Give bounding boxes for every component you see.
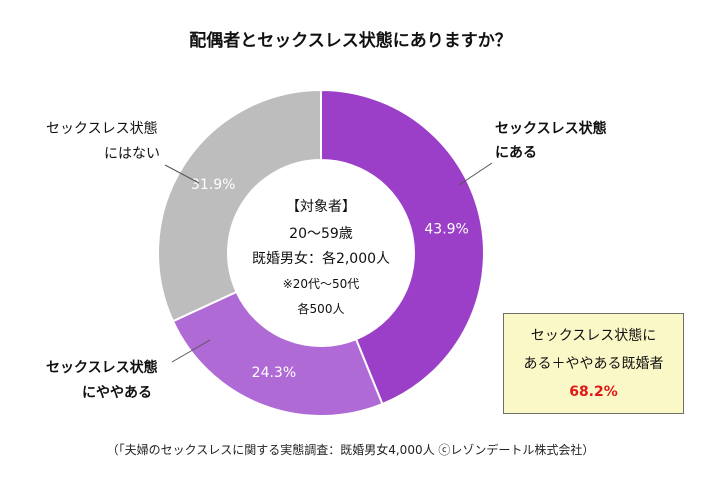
slice-category-label-2-line-1: セックスレス状態 xyxy=(46,359,158,376)
slice-category-label-1-line-2: にある xyxy=(495,145,537,161)
slice-value-label-2: 24.3% xyxy=(252,365,296,381)
callout-line-1: セックスレス状態に xyxy=(530,328,657,344)
slice-category-label-1-line-1: セックスレス状態 xyxy=(495,120,607,137)
slice-category-label-3-line-1: セックスレス状態 xyxy=(46,121,158,137)
slice-leader-line-2 xyxy=(171,339,211,363)
center-text-line-1: 【対象者】 xyxy=(286,199,356,215)
callout-line-2: ある＋ややある既婚者 xyxy=(523,356,664,372)
donut-slice-3 xyxy=(157,88,322,323)
chart-title: 配偶者とセックスレス状態にありますか？ xyxy=(189,31,512,51)
center-text-line-3: 既婚男女：各2,000人 xyxy=(252,250,390,267)
slice-category-label-3-line-2: にはない xyxy=(104,146,160,162)
summary-callout: セックスレス状態に ある＋ややある既婚者 68.2% xyxy=(503,313,684,414)
slice-leader-line-3 xyxy=(164,164,200,184)
center-text-line-5: 各500人 xyxy=(298,301,345,316)
donut-slice-2 xyxy=(171,290,384,417)
center-text-line-4: ※20代〜50代 xyxy=(283,277,360,291)
source-note: （「夫婦のセックスレスに関する実態調査：既婚男女4,000人 ⓒレゾンデートル株… xyxy=(106,443,595,457)
slice-value-label-1: 43.9% xyxy=(424,221,468,237)
callout-value: 68.2% xyxy=(569,384,618,400)
slice-leader-line-1 xyxy=(458,162,493,186)
slice-value-label-3: 31.9% xyxy=(191,177,235,193)
donut-slice-1 xyxy=(320,88,485,406)
center-text-line-2: 20〜59歳 xyxy=(289,226,353,242)
slice-category-label-2-line-2: にややある xyxy=(82,385,152,401)
